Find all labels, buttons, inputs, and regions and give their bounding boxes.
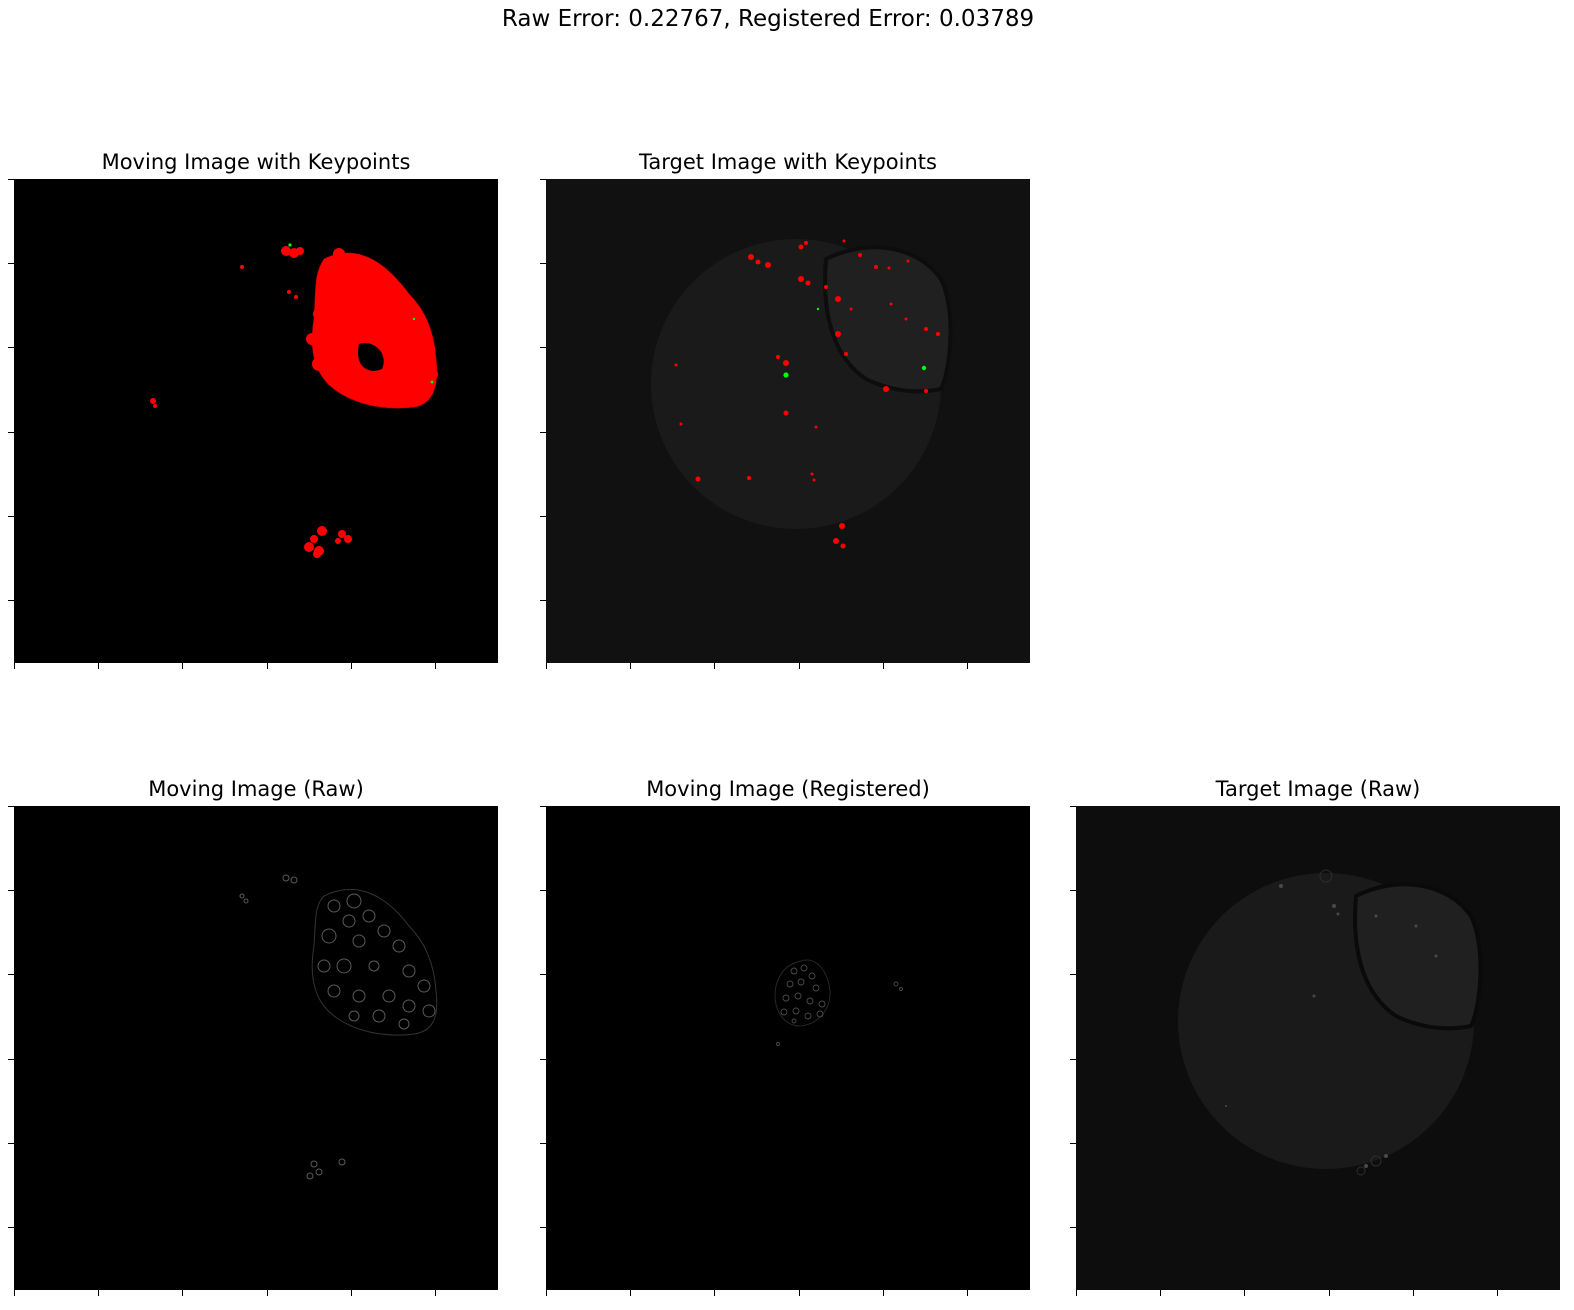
panel-moving-keypoints	[8, 179, 498, 669]
moving-keypoint-clusters	[150, 246, 438, 558]
panel-target-keypoints	[540, 179, 1030, 669]
panel-moving-registered	[540, 806, 1030, 1296]
panel-title-target-keypoints: Target Image with Keypoints	[639, 150, 937, 174]
panel-target-raw	[1070, 806, 1560, 1296]
panel-title-moving-registered: Moving Image (Registered)	[646, 777, 930, 801]
panel-moving-raw	[8, 806, 498, 1296]
panel-title-moving-raw: Moving Image (Raw)	[148, 777, 364, 801]
target-keypoints-image	[546, 179, 1030, 663]
figure-suptitle: Raw Error: 0.22767, Registered Error: 0.…	[501, 6, 1035, 32]
panel-title-target-raw: Target Image (Raw)	[1215, 777, 1421, 801]
moving-raw-image	[14, 806, 498, 1290]
panel-title-moving-keypoints: Moving Image with Keypoints	[101, 150, 411, 174]
moving-registered-image	[546, 806, 1030, 1290]
moving-keypoints-image	[14, 179, 498, 663]
target-raw-image	[1076, 806, 1560, 1290]
target-keypoints	[674, 239, 940, 549]
